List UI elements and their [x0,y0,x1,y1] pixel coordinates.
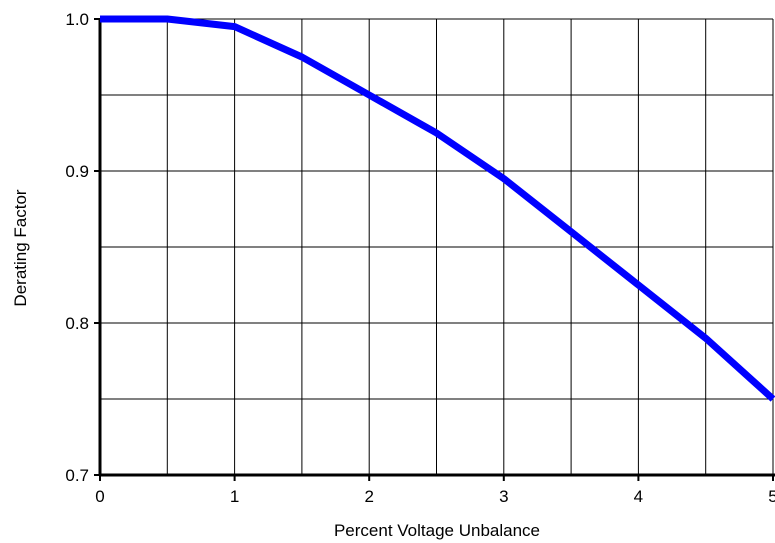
y-tick-label-0: 0.7 [65,466,89,485]
x-tick-label-5: 5 [768,487,775,506]
x-tick-label-2: 2 [364,487,373,506]
axes [94,18,775,481]
x-tick-label-1: 1 [230,487,239,506]
series-layer [100,15,775,402]
y-tick-labels: 0.7 0.8 0.9 1.0 [65,10,89,485]
x-tick-labels: 0 1 2 3 4 5 [95,487,775,506]
x-tick-label-0: 0 [95,487,104,506]
y-axis-title: Derating Factor [11,189,30,306]
x-tick-label-3: 3 [499,487,508,506]
grid-lines [100,18,774,475]
y-tick-label-2: 0.9 [65,162,89,181]
x-axis-title: Percent Voltage Unbalance [334,521,540,540]
y-tick-label-3: 1.0 [65,10,89,29]
series-line-0 [100,15,775,402]
x-tick-label-4: 4 [634,487,643,506]
y-tick-label-1: 0.8 [65,314,89,333]
